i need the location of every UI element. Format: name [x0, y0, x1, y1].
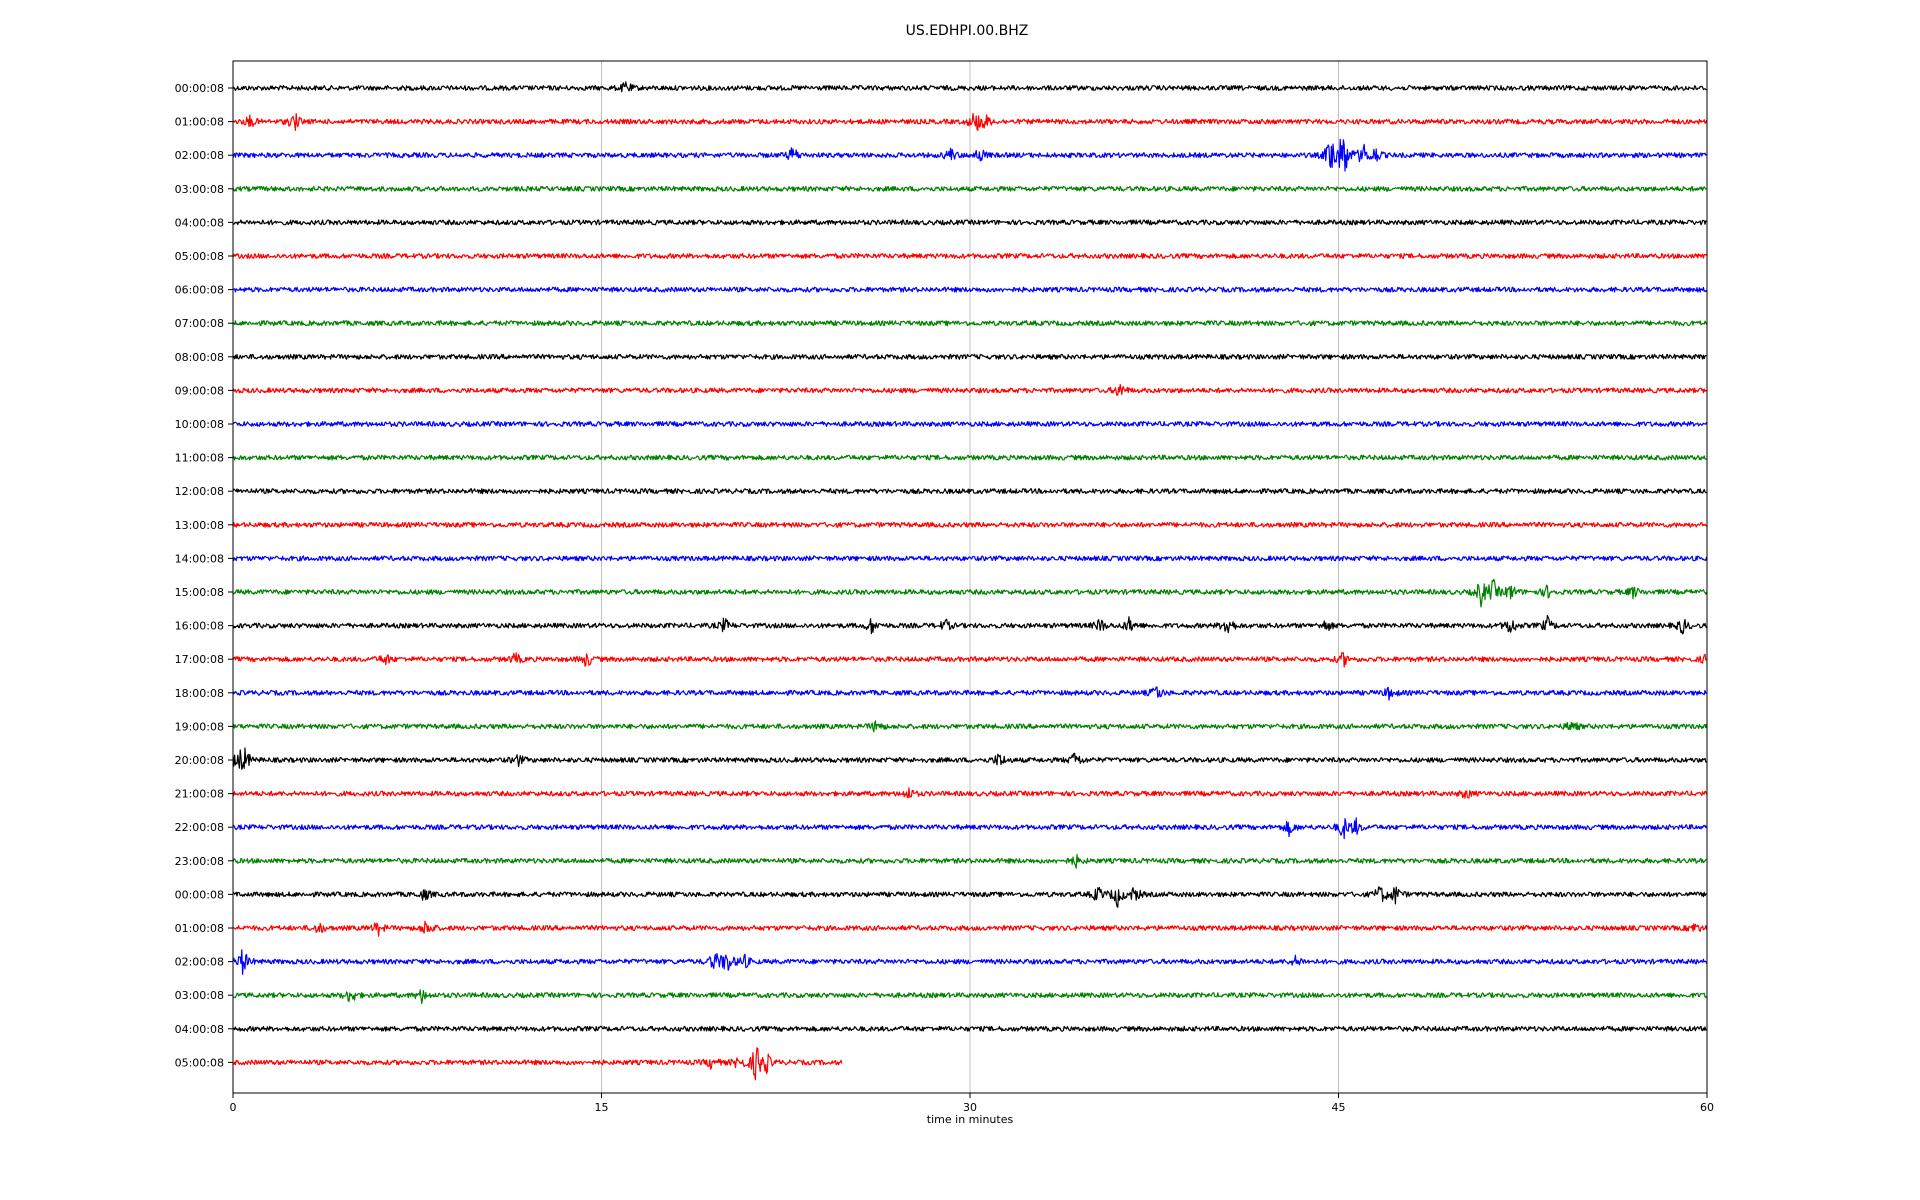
- y-tick-label: 18:00:08: [175, 687, 224, 700]
- x-tick-label: 60: [1700, 1101, 1714, 1114]
- trace-line: [232, 949, 1708, 976]
- trace-line: [232, 138, 1707, 172]
- trace-group: [232, 81, 1708, 1081]
- y-tick-label: 23:00:08: [175, 855, 224, 868]
- y-tick-label: 05:00:08: [175, 1056, 224, 1069]
- y-tick-label: 01:00:08: [175, 922, 224, 935]
- y-tick-label: 01:00:08: [175, 116, 224, 129]
- trace-line: [232, 787, 1708, 799]
- grid-lines: [601, 61, 1339, 1093]
- y-tick-label: 19:00:08: [175, 720, 224, 733]
- y-tick-label: 02:00:08: [175, 149, 224, 162]
- y-tick-group: 00:00:08 01:00:08 02:00:08 03:00:08 04:00:08…: [175, 82, 233, 1069]
- trace-line: [232, 651, 1707, 668]
- y-tick-label: 06:00:08: [175, 284, 224, 297]
- trace-line: [232, 286, 1708, 293]
- x-tick-label: 0: [230, 1101, 237, 1114]
- y-tick-label: 03:00:08: [175, 183, 224, 196]
- trace-line: [232, 353, 1707, 360]
- y-tick-label: 07:00:08: [175, 317, 224, 330]
- trace-line: [232, 320, 1708, 327]
- trace-line: [232, 886, 1707, 908]
- y-tick-label: 05:00:08: [175, 250, 224, 263]
- trace-line: [232, 578, 1708, 608]
- x-tick-label: 15: [595, 1101, 609, 1114]
- trace-line: [232, 488, 1707, 495]
- y-tick-label: 17:00:08: [175, 653, 224, 666]
- trace-line: [232, 253, 1708, 259]
- y-tick-label: 00:00:08: [175, 82, 224, 95]
- trace-line: [232, 555, 1708, 562]
- y-tick-label: 08:00:08: [175, 351, 224, 364]
- trace-line: [232, 614, 1708, 635]
- x-tick-label: 30: [963, 1101, 977, 1114]
- y-tick-label: 00:00:08: [175, 888, 224, 901]
- x-axis-label: time in minutes: [927, 1113, 1014, 1126]
- y-tick-label: 03:00:08: [175, 989, 224, 1002]
- trace-line: [232, 454, 1707, 461]
- y-tick-label: 20:00:08: [175, 754, 224, 767]
- y-tick-label: 15:00:08: [175, 586, 224, 599]
- y-tick-label: 16:00:08: [175, 620, 224, 633]
- trace-line: [232, 521, 1708, 528]
- y-tick-label: 02:00:08: [175, 956, 224, 969]
- trace-line: [232, 989, 1708, 1005]
- trace-line: [232, 747, 1707, 770]
- trace-line: [232, 720, 1708, 733]
- y-tick-label: 14:00:08: [175, 552, 224, 565]
- trace-line: [232, 853, 1707, 869]
- trace-line: [232, 383, 1708, 397]
- trace-line: [232, 817, 1708, 840]
- trace-line: [232, 920, 1708, 937]
- y-tick-label: 11:00:08: [175, 452, 224, 465]
- x-tick-group: 0 15 30 45 60: [230, 1093, 1714, 1114]
- y-tick-label: 09:00:08: [175, 384, 224, 397]
- y-tick-label: 13:00:08: [175, 519, 224, 532]
- trace-line: [232, 112, 1708, 131]
- x-tick-label: 45: [1332, 1101, 1346, 1114]
- y-tick-label: 22:00:08: [175, 821, 224, 834]
- y-tick-label: 10:00:08: [175, 418, 224, 431]
- trace-line: [232, 219, 1708, 226]
- trace-line: [232, 421, 1708, 427]
- y-tick-label: 12:00:08: [175, 485, 224, 498]
- chart-title: US.EDHPI.00.BHZ: [906, 23, 1029, 39]
- y-tick-label: 04:00:08: [175, 1023, 224, 1036]
- trace-line: [232, 686, 1707, 701]
- trace-line: [232, 1025, 1707, 1032]
- y-tick-label: 21:00:08: [175, 788, 224, 801]
- y-tick-label: 04:00:08: [175, 216, 224, 229]
- trace-line: [232, 185, 1707, 192]
- trace-line: [232, 81, 1707, 93]
- trace-line: [232, 1047, 843, 1081]
